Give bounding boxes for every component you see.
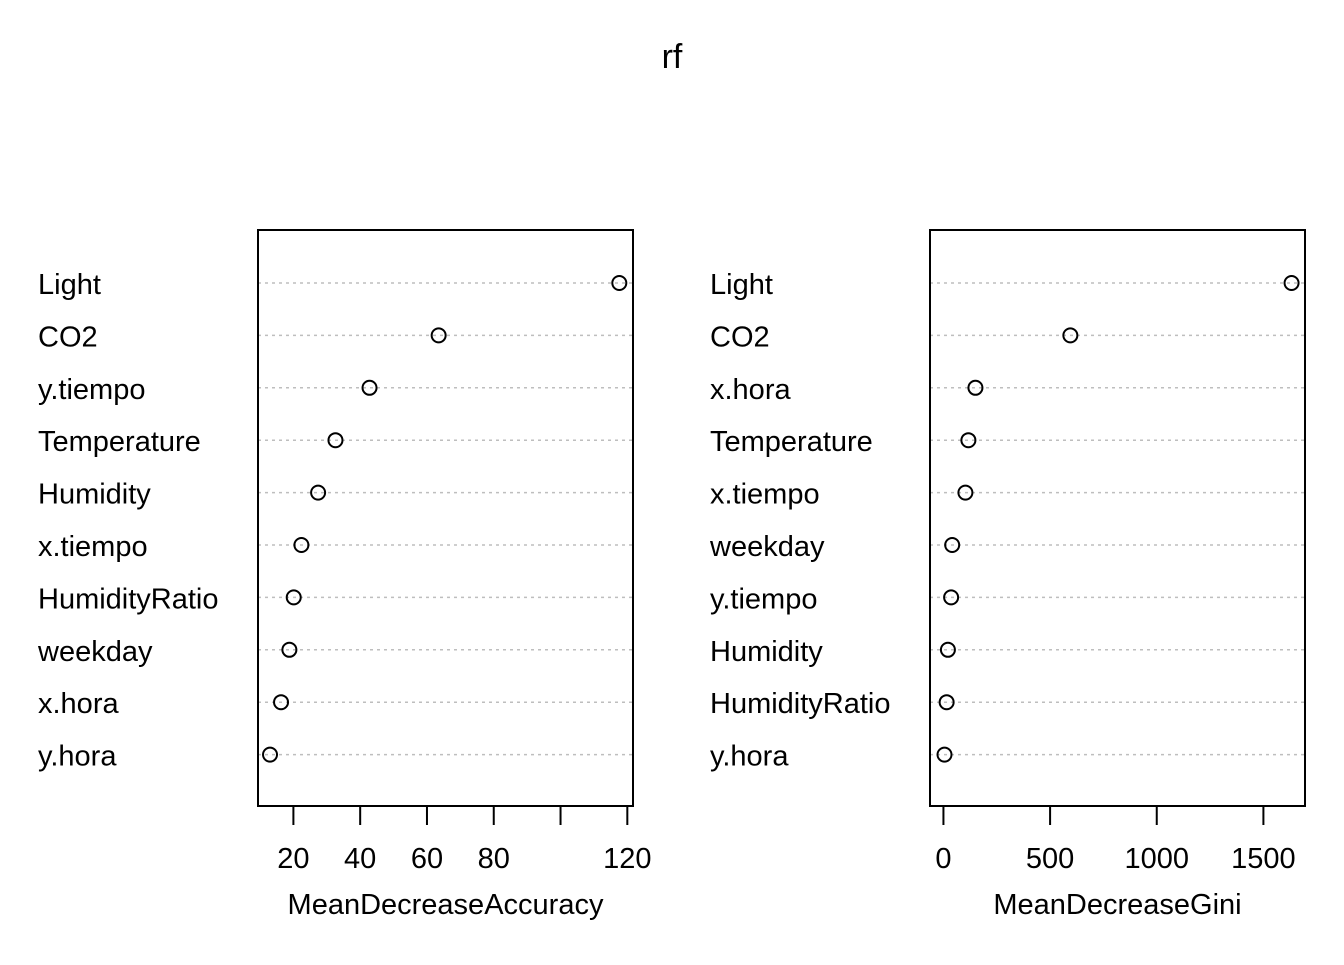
panel-2-point <box>944 537 961 553</box>
panel-1-point <box>611 275 628 291</box>
panel-2-x-tick-label: 500 <box>1026 843 1074 875</box>
panel-1-row-label: weekday <box>37 636 153 668</box>
panel-2-row-label: Humidity <box>710 636 823 668</box>
panel-2-x-tick-label: 1000 <box>1124 843 1189 875</box>
panel-2-row-label: CO2 <box>710 321 770 353</box>
panel-2-plot-frame <box>929 229 1306 807</box>
panel-2-point <box>943 589 960 606</box>
panel-1-x-tick-label: 80 <box>478 843 510 875</box>
panel-1-row-label: Light <box>38 269 101 301</box>
panel-2-row-label: Light <box>710 269 773 301</box>
panel-1-x-tick-label: 40 <box>344 843 376 875</box>
panel-1-point <box>262 746 279 763</box>
panel-1-x-axis-title: MeanDecreaseAccuracy <box>288 889 604 921</box>
panel-1-point <box>327 432 344 449</box>
panel-1-row-label: x.hora <box>38 688 119 720</box>
panel-1-point <box>285 589 302 606</box>
panel-2-point <box>960 432 977 449</box>
panel-1-row-label: CO2 <box>38 321 98 353</box>
panel-2-row-label: x.hora <box>710 374 791 406</box>
panel-2-row-label: weekday <box>709 531 825 563</box>
panel-2-point <box>1062 327 1079 344</box>
panel-2-row-label: y.hora <box>710 741 789 773</box>
panel-2-x-axis-title: MeanDecreaseGini <box>993 889 1241 921</box>
panel-1-row-label: HumidityRatio <box>38 583 219 615</box>
panel-2-point <box>938 694 955 711</box>
panel-2-point <box>936 746 953 763</box>
panel-1-row-label: y.tiempo <box>38 374 145 406</box>
panel-2-point <box>1283 275 1300 291</box>
panel-1-point <box>281 641 298 658</box>
panel-2-x-tick-label: 1500 <box>1231 843 1296 875</box>
panel-1-point <box>361 379 378 396</box>
panel-2-row-label: x.tiempo <box>710 479 820 511</box>
panel-1-point <box>310 484 327 501</box>
panel-1-point <box>273 694 290 711</box>
panel-1-plot-frame <box>257 229 634 807</box>
panel-1-point <box>430 327 447 344</box>
panel-2-row-label: HumidityRatio <box>710 688 891 720</box>
panel-2-point <box>957 484 974 501</box>
panel-2-x-tick-label: 0 <box>935 843 951 875</box>
panel-1-row-label: y.hora <box>38 741 117 773</box>
panel-2-row-label: y.tiempo <box>710 583 817 615</box>
panel-1-x-tick-label: 60 <box>411 843 443 875</box>
panel-1-row-label: Humidity <box>38 479 151 511</box>
panel-1-row-label: x.tiempo <box>38 531 148 563</box>
panel-2-row-label: Temperature <box>710 426 873 458</box>
panel-2-point <box>967 379 984 396</box>
panel-1-point <box>293 537 310 553</box>
chart-title: rf <box>662 38 683 76</box>
panel-1-x-tick-label: 120 <box>603 843 651 875</box>
panel-1-row-label: Temperature <box>38 426 201 458</box>
panel-1-x-tick-label: 20 <box>277 843 309 875</box>
panel-2-point <box>939 641 956 658</box>
